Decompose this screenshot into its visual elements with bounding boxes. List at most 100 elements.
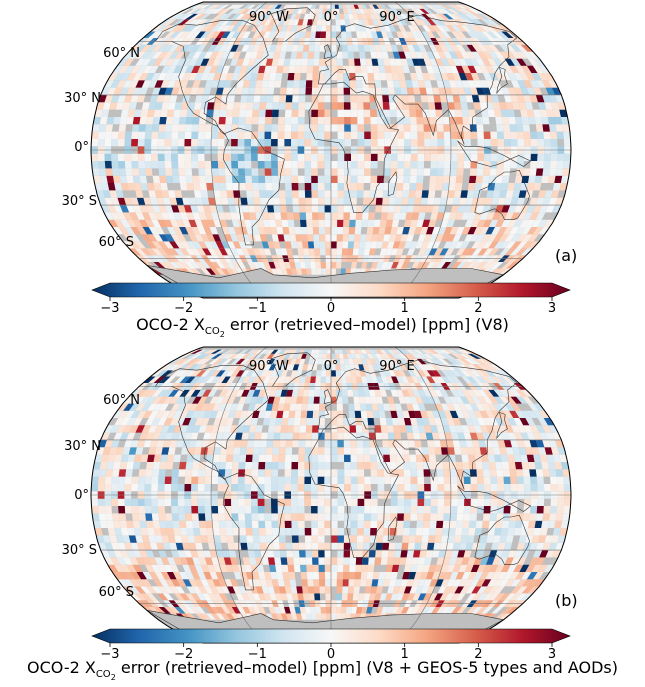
heatmap-cell [344, 110, 351, 117]
heatmap-cell [145, 168, 152, 175]
heatmap-cell [397, 513, 404, 520]
heatmap-cell [549, 469, 557, 476]
heatmap-cell [145, 506, 152, 513]
heatmap-cell [424, 154, 431, 161]
heatmap-cell [318, 205, 325, 212]
heatmap-cell [488, 528, 496, 535]
heatmap-cell [191, 484, 198, 491]
heatmap-cell [159, 168, 166, 175]
heatmap-cell [377, 455, 384, 462]
heatmap-cell [259, 455, 266, 462]
heatmap-cell [167, 110, 175, 117]
heatmap-cell [138, 161, 145, 168]
heatmap-cell [231, 506, 238, 513]
heatmap-cell [289, 59, 296, 66]
heatmap-cell [318, 528, 325, 535]
heatmap-cell [198, 154, 205, 161]
heatmap-cell [387, 425, 394, 432]
heatmap-cell [218, 168, 225, 175]
heatmap-cell [160, 183, 168, 190]
heatmap-cell [285, 176, 292, 183]
heatmap-cell [402, 190, 409, 197]
heatmap-cell [325, 543, 332, 550]
heatmap-cell [357, 535, 364, 542]
heatmap-cell [99, 124, 107, 131]
heatmap-cell [91, 499, 98, 506]
heatmap-cell [347, 45, 353, 52]
heatmap-cell [206, 176, 213, 183]
heatmap-cell [274, 425, 281, 432]
heatmap-cell [390, 110, 397, 117]
heatmap-cell [437, 154, 444, 161]
heatmap-cell [357, 543, 364, 550]
heatmap-cell [564, 154, 571, 161]
heatmap-cell [450, 506, 457, 513]
heatmap-cell [293, 433, 300, 440]
heatmap-cell [111, 132, 118, 139]
heatmap-cell [517, 484, 524, 491]
heatmap-cell [298, 513, 305, 520]
heatmap-cell [244, 499, 251, 506]
heatmap-cell [462, 462, 469, 469]
heatmap-cell [120, 176, 128, 183]
heatmap-cell [105, 499, 112, 506]
heatmap-cell [295, 66, 302, 73]
heatmap-cell [430, 521, 437, 528]
heatmap-cell [349, 565, 356, 572]
heatmap-cell [378, 484, 385, 491]
heatmap-cell [477, 477, 484, 484]
heatmap-cell [390, 462, 397, 469]
heatmap-cell [376, 190, 383, 197]
heatmap-cell [444, 477, 451, 484]
heatmap-cell [279, 95, 286, 102]
heatmap-cell [331, 513, 338, 520]
heatmap-cell [415, 190, 422, 197]
heatmap-cell [131, 132, 138, 139]
heatmap-cell [238, 484, 245, 491]
heatmap-cell [369, 198, 376, 205]
heatmap-cell [409, 110, 416, 117]
heatmap-cell [437, 124, 444, 131]
heatmap-cell [154, 455, 162, 462]
heatmap-cell [265, 183, 272, 190]
heatmap-cell [336, 593, 342, 600]
heatmap-cell [462, 110, 469, 117]
heatmap-cell [158, 161, 165, 168]
heatmap-cell [537, 506, 544, 513]
heatmap-cell [284, 506, 291, 513]
heatmap-cell [368, 418, 375, 425]
heatmap-cell [292, 543, 299, 550]
heatmap-cell [455, 183, 463, 190]
heatmap-cell [219, 528, 226, 535]
heatmap-cell [291, 168, 298, 175]
heatmap-cell [331, 183, 338, 190]
heatmap-cell [377, 513, 384, 520]
heatmap-cell [185, 477, 192, 484]
heatmap-cell [337, 241, 343, 248]
heatmap-cell [398, 139, 405, 146]
heatmap-cell [349, 227, 356, 234]
heatmap-cell [387, 80, 394, 87]
heatmap-cell [324, 513, 331, 520]
heatmap-cell [326, 25, 331, 31]
heatmap-cell [356, 80, 363, 87]
heatmap-cell [325, 198, 332, 205]
heatmap-cell [507, 455, 515, 462]
heatmap-cell [471, 154, 478, 161]
heatmap-cell [146, 462, 154, 469]
heatmap-cell [253, 95, 260, 102]
heatmap-cell [397, 521, 404, 528]
heatmap-cell [275, 418, 282, 425]
heatmap-cell [399, 425, 407, 432]
heatmap-cell [516, 469, 523, 476]
heatmap-cell [306, 370, 312, 376]
heatmap-cell [280, 205, 287, 212]
heatmap-cell [318, 499, 325, 506]
heatmap-cell [285, 183, 292, 190]
heatmap-cell [357, 469, 364, 476]
heatmap-cell [386, 73, 393, 80]
heatmap-cell [433, 440, 441, 447]
heatmap-cell [344, 543, 351, 550]
heatmap-cell [380, 73, 387, 80]
heatmap-cell [92, 477, 99, 484]
